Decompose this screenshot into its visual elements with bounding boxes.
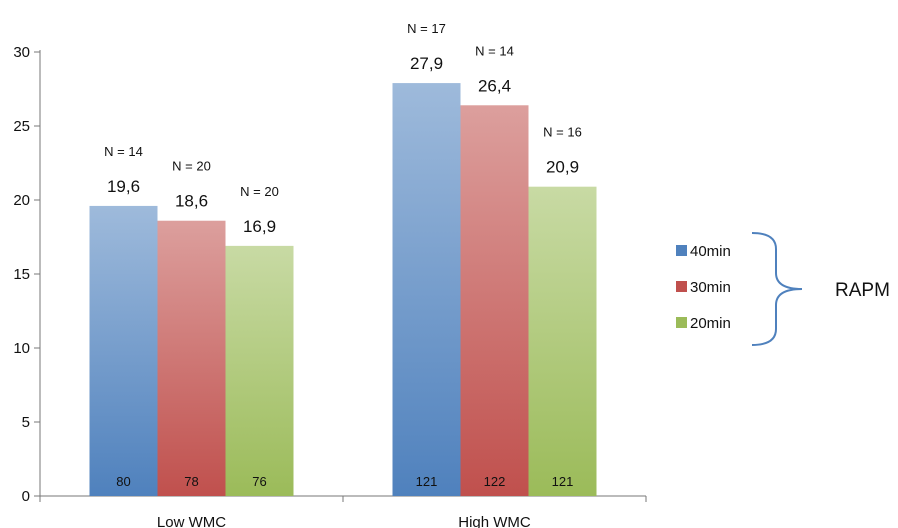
brace-label: RAPM [835, 280, 890, 301]
bar [392, 83, 461, 496]
inner-count-label: 121 [552, 474, 574, 489]
legend-label: 20min [690, 315, 731, 332]
legend-label: 40min [690, 243, 731, 260]
labels: 19,6 N = 14 80 18,6 N = 20 78 16,9 N = 20 76 27,9… [104, 21, 582, 489]
bar [225, 245, 294, 496]
y-tick-label: 5 [22, 414, 30, 431]
inner-count-label: 78 [184, 474, 198, 489]
data-label: 20,9 [546, 158, 579, 177]
legend: 40min 30min 20min [676, 243, 731, 332]
brace-annotation: RAPM [751, 232, 890, 346]
bar [157, 220, 226, 496]
y-tick-label: 15 [13, 266, 30, 283]
legend-swatch [676, 245, 687, 256]
sample-size-label: N = 14 [104, 144, 143, 159]
sample-size-label: N = 17 [407, 21, 446, 36]
sample-size-label: N = 20 [240, 184, 279, 199]
y-tick-label: 10 [13, 340, 30, 357]
bars [89, 83, 597, 497]
inner-count-label: 122 [484, 474, 506, 489]
y-tick-label: 0 [22, 488, 30, 505]
curly-brace [751, 232, 803, 346]
sample-size-label: N = 16 [543, 125, 582, 140]
data-label: 19,6 [107, 177, 140, 196]
data-label: 18,6 [175, 192, 208, 211]
category-label: High WMC [458, 514, 531, 528]
legend-swatch [676, 281, 687, 292]
y-tick-label: 30 [13, 44, 30, 61]
legend-swatch [676, 317, 687, 328]
axes: 0 5 10 15 20 25 30 Low WMC High WMC [13, 44, 647, 528]
inner-count-label: 80 [116, 474, 130, 489]
data-label: 26,4 [478, 76, 511, 95]
inner-count-label: 76 [252, 474, 266, 489]
data-label: 16,9 [243, 217, 276, 236]
bar [89, 205, 158, 497]
sample-size-label: N = 20 [172, 159, 211, 174]
sample-size-label: N = 14 [475, 43, 514, 58]
inner-count-label: 121 [416, 474, 438, 489]
category-label: Low WMC [157, 514, 226, 528]
y-tick-label: 25 [13, 118, 30, 135]
y-tick-label: 20 [13, 192, 30, 209]
bar [460, 105, 529, 496]
legend-label: 30min [690, 279, 731, 296]
bar [528, 186, 597, 496]
data-label: 27,9 [410, 54, 443, 73]
